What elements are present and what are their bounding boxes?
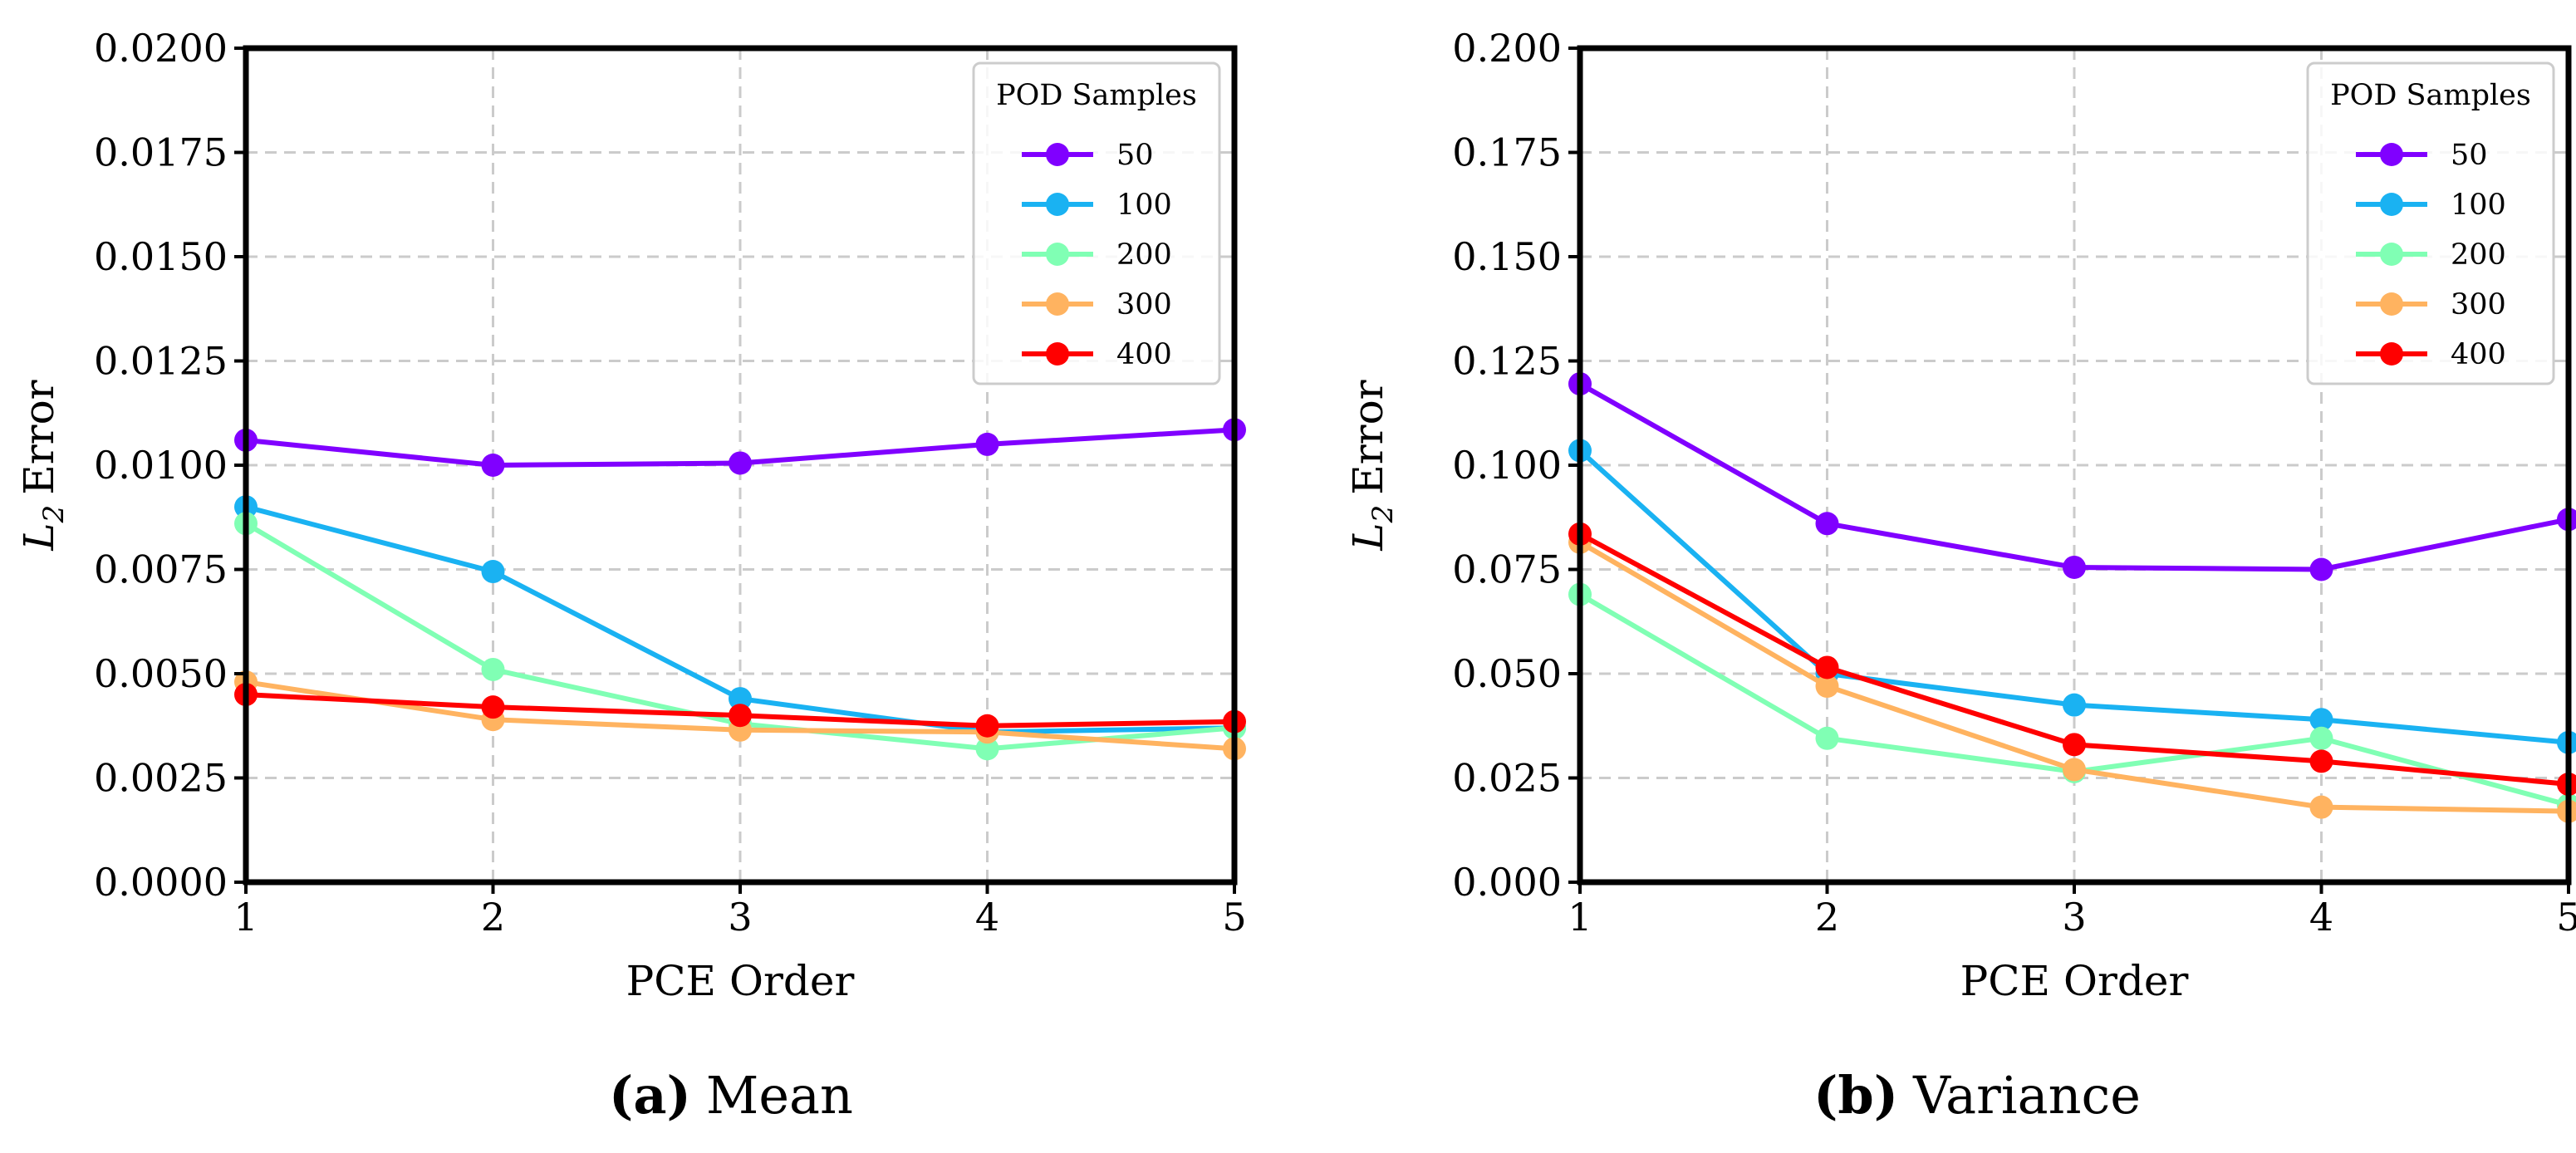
data-point-50 — [729, 451, 752, 475]
caption-letter: (b) — [1813, 1065, 1898, 1126]
data-point-50 — [481, 454, 505, 477]
legend-title: POD Samples — [996, 79, 1197, 112]
y-tick-label: 0.200 — [1452, 26, 1562, 71]
data-point-300 — [2309, 795, 2333, 819]
data-point-50 — [1815, 512, 1839, 536]
data-point-400 — [481, 695, 505, 719]
y-axis-label-main: L — [1344, 523, 1392, 551]
x-tick-label: 4 — [975, 895, 999, 940]
y-tick-label: 0.0200 — [94, 26, 228, 71]
x-tick-label: 3 — [728, 895, 752, 940]
x-tick-label: 2 — [481, 895, 505, 940]
legend-swatch-marker — [1046, 143, 1069, 166]
caption-letter: (a) — [609, 1065, 691, 1126]
data-point-400 — [2063, 733, 2086, 757]
y-tick-label: 0.025 — [1452, 756, 1562, 801]
data-point-400 — [2309, 749, 2333, 773]
data-point-50 — [975, 432, 999, 456]
y-axis-label-rest: Error — [15, 380, 63, 494]
legend-label-100: 100 — [1116, 189, 1172, 222]
legend-title: POD Samples — [2330, 79, 2531, 112]
x-tick-label: 1 — [233, 895, 258, 940]
data-point-400 — [975, 714, 999, 738]
y-axis-label-rest: Error — [1344, 380, 1392, 494]
legend-label-200: 200 — [1116, 238, 1172, 272]
data-point-100 — [729, 687, 752, 711]
legend-label-50: 50 — [2451, 139, 2488, 172]
legend-label-200: 200 — [2451, 238, 2506, 272]
legend-label-50: 50 — [1116, 139, 1154, 172]
legend-swatch-marker — [1046, 243, 1069, 266]
x-tick-label: 3 — [2062, 895, 2086, 940]
y-tick-label: 0.0100 — [94, 443, 228, 488]
y-axis-label: L2 Error — [15, 380, 71, 551]
data-point-100 — [481, 560, 505, 584]
data-point-50 — [2063, 555, 2086, 579]
data-point-300 — [1815, 675, 1839, 699]
y-tick-label: 0.0075 — [94, 547, 228, 592]
x-axis-label: PCE Order — [1960, 957, 2189, 1005]
y-tick-label: 0.0000 — [94, 860, 228, 905]
y-tick-label: 0.0175 — [94, 130, 228, 175]
legend-label-400: 400 — [2451, 338, 2506, 371]
y-axis-label: L2 Error — [1344, 380, 1400, 551]
data-point-200 — [2309, 726, 2333, 750]
legend-swatch-marker — [1046, 193, 1069, 216]
data-point-200 — [975, 737, 999, 761]
chart-panel-2: 1 2 3 4 5 0.000 0.025 0.050 0.075 0.100 0.125 0.150… — [1344, 26, 2576, 1126]
y-tick-label: 0.0050 — [94, 651, 228, 696]
data-point-400 — [729, 704, 752, 728]
legend: POD Samples 50 100 200 300 400 — [2306, 61, 2555, 385]
x-axis-label: PCE Order — [626, 957, 855, 1005]
chart-panel-1: 1 2 3 4 5 0.0000 0.0025 0.0050 0.0075 0.0100 0.012… — [15, 26, 1247, 1126]
y-tick-label: 0.0025 — [94, 756, 228, 801]
panel-caption: (b) Variance — [1813, 1065, 2141, 1126]
legend-label-400: 400 — [1116, 338, 1172, 371]
y-tick-label: 0.050 — [1452, 651, 1562, 696]
data-point-100 — [2309, 708, 2333, 732]
x-tick-label: 4 — [2309, 895, 2333, 940]
y-axis-label-sub: 2 — [1367, 505, 1400, 524]
legend-label-300: 300 — [2451, 288, 2506, 321]
y-tick-label: 0.100 — [1452, 443, 1562, 488]
legend-swatch-marker — [2380, 342, 2403, 366]
caption-text: Variance — [1912, 1065, 2141, 1126]
x-tick-label: 5 — [1222, 895, 1246, 940]
y-tick-label: 0.000 — [1452, 860, 1562, 905]
y-tick-label: 0.150 — [1452, 234, 1562, 279]
data-point-50 — [2309, 557, 2333, 581]
y-tick-label: 0.175 — [1452, 130, 1562, 175]
y-tick-label: 0.0150 — [94, 234, 228, 279]
panel-caption: (a) Mean — [609, 1065, 853, 1126]
y-axis-label-main: L — [15, 523, 63, 551]
data-point-100 — [2063, 693, 2086, 717]
x-tick-label: 1 — [1568, 895, 1592, 940]
legend-swatch-marker — [1046, 342, 1069, 366]
legend-label-300: 300 — [1116, 288, 1172, 321]
y-tick-label: 0.075 — [1452, 547, 1562, 592]
legend: POD Samples 50 100 200 300 400 — [972, 61, 1221, 385]
x-tick-label: 2 — [1815, 895, 1839, 940]
y-axis-label-sub: 2 — [37, 505, 71, 524]
legend-swatch-marker — [2380, 143, 2403, 166]
legend-label-100: 100 — [2451, 189, 2506, 222]
legend-swatch-marker — [2380, 292, 2403, 316]
y-tick-label: 0.125 — [1452, 339, 1562, 384]
legend-swatch-marker — [2380, 243, 2403, 266]
x-tick-label: 5 — [2556, 895, 2576, 940]
legend-swatch-marker — [2380, 193, 2403, 216]
data-point-400 — [1815, 655, 1839, 680]
y-tick-label: 0.0125 — [94, 339, 228, 384]
data-point-200 — [481, 657, 505, 681]
legend-swatch-marker — [1046, 292, 1069, 316]
data-point-300 — [2063, 758, 2086, 782]
data-point-200 — [1815, 726, 1839, 750]
caption-text: Mean — [706, 1065, 853, 1126]
